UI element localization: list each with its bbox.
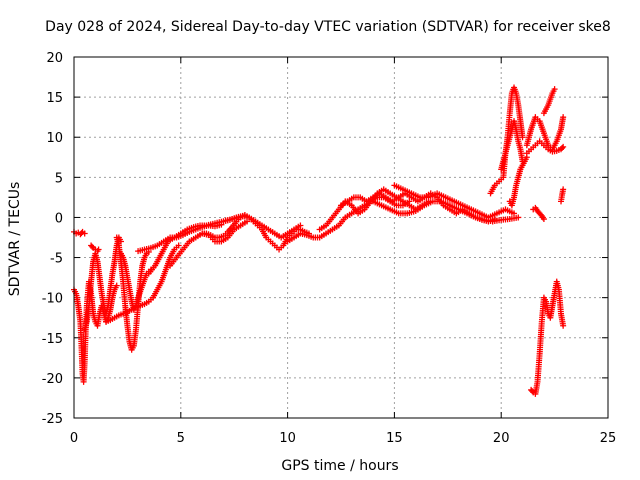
y-tick-label: 5 bbox=[55, 171, 63, 186]
data-point bbox=[89, 243, 96, 250]
data-point bbox=[560, 114, 567, 121]
data-point bbox=[95, 246, 102, 253]
y-tick-label: -15 bbox=[42, 332, 63, 347]
data-point bbox=[175, 242, 182, 249]
x-tick-label: 0 bbox=[70, 431, 78, 446]
x-tick-label: 15 bbox=[386, 431, 403, 446]
x-tick-label: 20 bbox=[493, 431, 510, 446]
y-tick-label: -10 bbox=[42, 292, 63, 307]
y-tick-label: -20 bbox=[42, 372, 63, 387]
x-tick-label: 25 bbox=[600, 431, 617, 446]
y-tick-label: 10 bbox=[46, 131, 63, 146]
plot-border bbox=[73, 56, 609, 419]
x-tick-label: 5 bbox=[177, 431, 185, 446]
x-axis-label: GPS time / hours bbox=[281, 458, 398, 474]
x-tick-label: 10 bbox=[279, 431, 296, 446]
data-point bbox=[560, 186, 567, 193]
y-tick-label: 15 bbox=[46, 91, 63, 106]
axis-ticks: 0 5 10 15 20 25 -25 -20 -15 -10 -5 0 5 10 15 20 bbox=[42, 51, 617, 446]
data-point bbox=[529, 388, 536, 395]
data-point bbox=[560, 322, 567, 329]
y-axis-label: SDTVAR / TECUs bbox=[7, 182, 23, 297]
data-point bbox=[559, 145, 566, 152]
y-tick-label: -25 bbox=[42, 412, 63, 427]
data-point bbox=[113, 282, 120, 289]
data-point bbox=[515, 214, 522, 221]
data-point bbox=[81, 230, 88, 237]
data-point bbox=[560, 143, 567, 150]
data-point bbox=[551, 86, 558, 93]
data-point bbox=[511, 210, 518, 217]
grid-lines bbox=[74, 57, 608, 418]
data-point bbox=[540, 216, 547, 223]
data-point bbox=[297, 222, 304, 229]
chart-title: Day 028 of 2024, Sidereal Day-to-day VTE… bbox=[45, 19, 611, 35]
y-tick-label: 0 bbox=[55, 211, 63, 226]
y-tick-label: -5 bbox=[50, 252, 63, 267]
data-series bbox=[71, 84, 567, 397]
y-tick-label: 20 bbox=[46, 51, 63, 66]
